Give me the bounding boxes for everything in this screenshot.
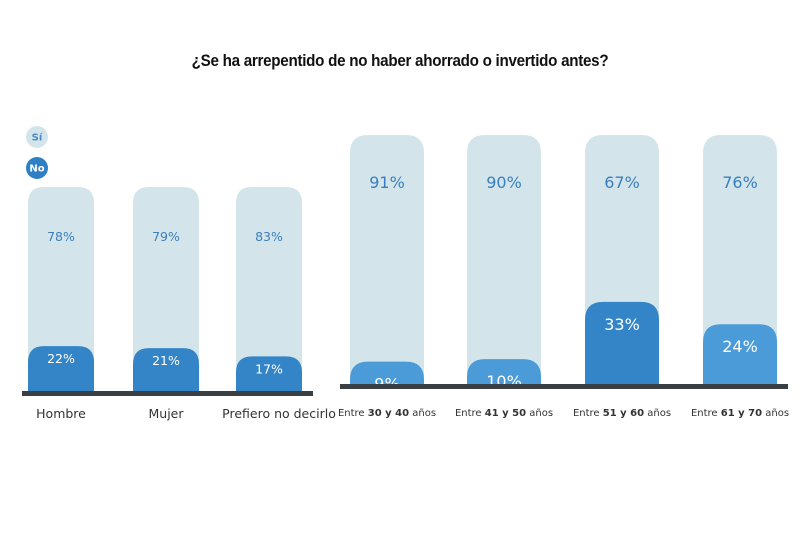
data-label-si: 76% — [722, 173, 758, 192]
bar-group: 79% 21% — [133, 187, 199, 391]
baseline-axis — [22, 391, 313, 396]
data-label-si: 78% — [47, 229, 75, 244]
category-label-part: 41 y 50 — [485, 408, 526, 419]
category-label: Entre 51 y 60 años — [573, 408, 671, 419]
data-label-no: 33% — [604, 315, 640, 334]
bar-no — [28, 346, 94, 391]
legend-item-si: Sí — [26, 126, 48, 148]
legend-swatch — [26, 126, 48, 148]
gender-chart: 78% 22% Hombre 79% 21% Mujer 83% 17% Prefiero no… — [22, 187, 336, 421]
bar-no — [350, 361, 424, 384]
legend-label: Sí — [32, 132, 43, 144]
category-label-part: años — [762, 408, 789, 419]
category-label: Entre 30 y 40 años — [338, 408, 436, 419]
bar-no — [467, 359, 541, 384]
data-label-si: 91% — [369, 173, 405, 192]
category-label-part: años — [409, 408, 436, 419]
data-label-no: 21% — [152, 353, 180, 368]
category-label-part: 61 y 70 — [721, 408, 762, 419]
category-label-part: Entre — [338, 408, 368, 419]
data-label-no: 22% — [47, 351, 75, 366]
data-label-si: 83% — [255, 229, 283, 244]
age-chart: 91%9% Entre 30 y 40 años 90%10% Entre 41 y … — [338, 135, 789, 419]
bar-si — [236, 187, 302, 391]
legend-item-no: No — [26, 157, 48, 179]
legend: Sí No — [26, 126, 48, 179]
bar-group: 91%9% — [350, 135, 424, 394]
legend-label: No — [29, 164, 44, 175]
legend-swatch — [26, 157, 48, 179]
bar-si — [350, 135, 424, 384]
bar-group: 83% 17% — [236, 187, 302, 391]
category-label: Entre 61 y 70 años — [691, 408, 789, 419]
category-label-part: Entre — [573, 408, 603, 419]
bar-no — [585, 301, 659, 384]
baseline-axis — [340, 384, 788, 389]
data-label-si: 79% — [152, 229, 180, 244]
category-label-part: Entre — [455, 408, 485, 419]
bar-si — [133, 187, 199, 391]
bar-group: 76% 24% — [703, 135, 777, 384]
category-label: Entre 41 y 50 años — [455, 408, 553, 419]
bar-group: 67% 33% — [585, 135, 659, 384]
bar-si — [467, 135, 541, 384]
category-label-part: años — [526, 408, 553, 419]
data-label-no: 17% — [255, 361, 283, 376]
chart-title: ¿Se ha arrepentido de no haber ahorrado … — [191, 52, 609, 70]
bar-group: 78% 22% — [28, 187, 94, 391]
data-label-si: 67% — [604, 173, 640, 192]
bar-si — [28, 187, 94, 391]
category-label-part: 51 y 60 — [603, 408, 644, 419]
data-label-si: 90% — [486, 173, 522, 192]
bar-si — [703, 135, 777, 384]
category-label: Prefiero no decirlo — [222, 406, 336, 421]
category-label-part: años — [644, 408, 671, 419]
category-label-part: Entre — [691, 408, 721, 419]
bar-group: 90%10% — [467, 135, 541, 391]
bar-no — [703, 324, 777, 384]
category-label: Hombre — [36, 406, 86, 421]
category-label-part: 30 y 40 — [368, 408, 409, 419]
data-label-no: 24% — [722, 337, 758, 356]
bar-no — [236, 356, 302, 391]
bar-no — [133, 348, 199, 391]
category-label: Mujer — [148, 406, 184, 421]
